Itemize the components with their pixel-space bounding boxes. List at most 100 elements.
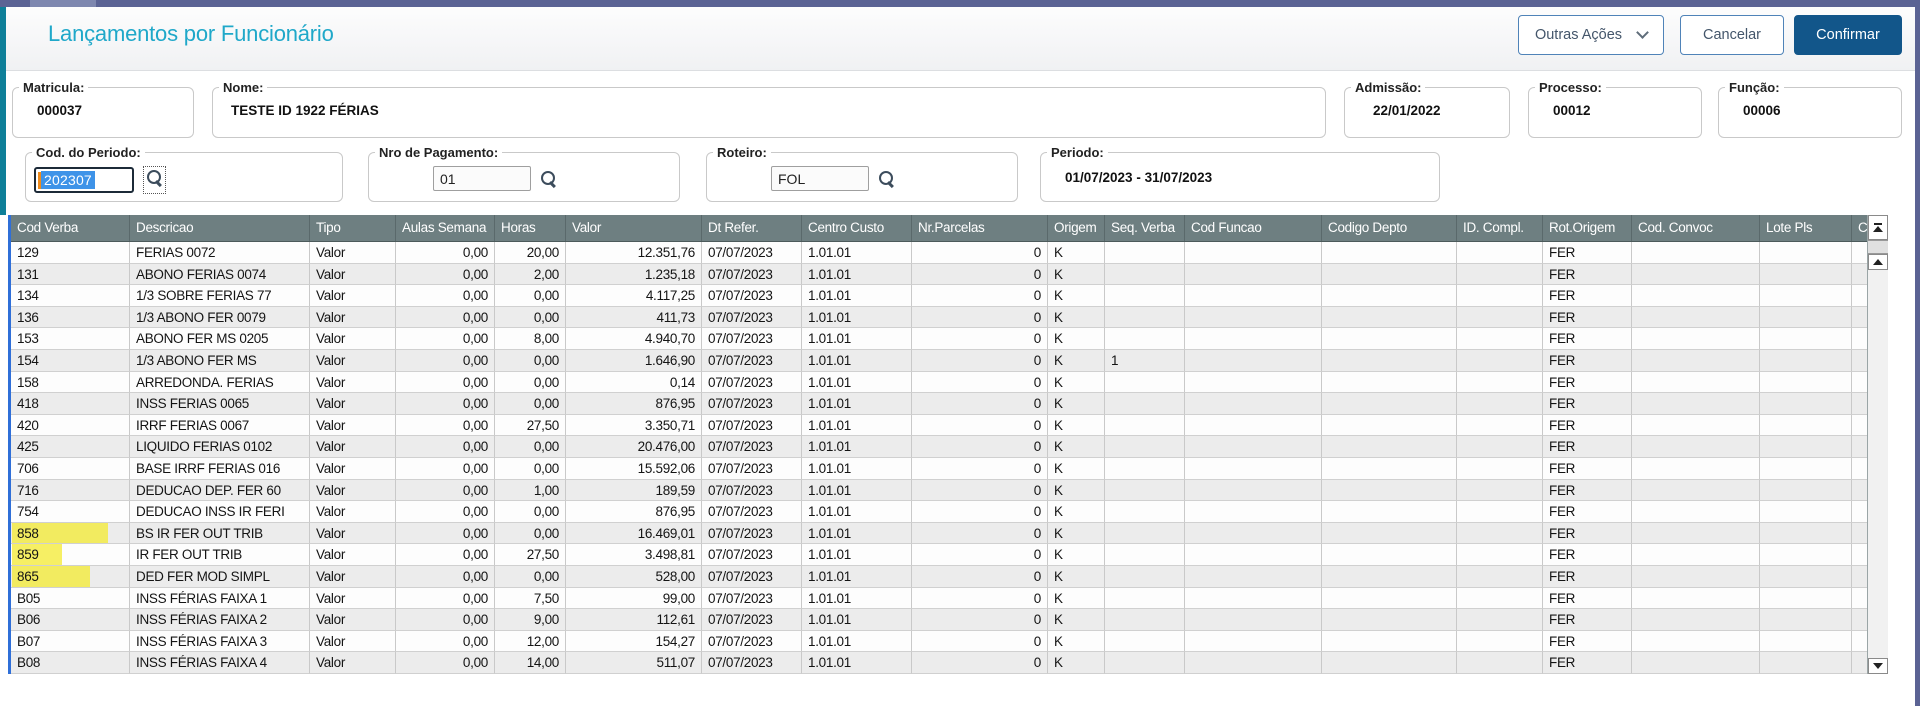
scroll-down-button[interactable] <box>1868 658 1888 674</box>
cell-seq <box>1105 479 1185 502</box>
table-row[interactable]: 154 1/3 ABONO FER MS Valor 0,00 0,00 1.646,90… <box>11 349 1888 372</box>
cell-parcelas: 0 <box>912 242 1048 264</box>
table-row[interactable]: 158 ARREDONDA. FERIAS Valor 0,00 0,00 0,14 07/… <box>11 371 1888 394</box>
table-row[interactable]: 153 ABONO FER MS 0205 Valor 0,00 8,00 4.940,7… <box>11 328 1888 350</box>
cell-depto <box>1322 457 1457 480</box>
cell-tipo: Valor <box>310 630 396 653</box>
cell-idcompl <box>1457 609 1543 631</box>
cell-depto <box>1322 393 1457 415</box>
cell-rot: FER <box>1543 242 1632 264</box>
table-row[interactable]: 716 DEDUCAO DEP. FER 60 Valor 0,00 1,00 189,5… <box>11 479 1888 502</box>
cell-aulas: 0,00 <box>396 393 495 415</box>
cell-cod: 131 <box>11 263 130 286</box>
table-row[interactable]: 134 1/3 SOBRE FERIAS 77 Valor 0,00 0,00 4.117… <box>11 285 1888 307</box>
column-header[interactable]: Aulas Semana <box>396 215 495 241</box>
table-row[interactable]: 131 ABONO FERIAS 0074 Valor 0,00 2,00 1.235,1… <box>11 263 1888 286</box>
cell-desc: IR FER OUT TRIB <box>130 544 310 566</box>
table-row[interactable]: 865 DED FER MOD SIMPL Valor 0,00 0,00 528,00 0… <box>11 565 1888 588</box>
column-header[interactable]: Lote Pls <box>1760 215 1852 241</box>
cod-periodo-input[interactable]: 202307 <box>34 167 134 193</box>
table-row[interactable]: 420 IRRF FERIAS 0067 Valor 0,00 27,50 3.350,7… <box>11 414 1888 437</box>
outras-acoes-button[interactable]: Outras Ações <box>1518 15 1664 55</box>
roteiro-input[interactable] <box>771 166 869 191</box>
table-row[interactable]: 754 DEDUCAO INSS IR FERI Valor 0,00 0,00 876,… <box>11 501 1888 523</box>
processo-field: Processo: 00012 <box>1528 80 1702 138</box>
column-header[interactable]: Centro Custo <box>802 215 912 241</box>
cell-depto <box>1322 306 1457 329</box>
search-icon[interactable] <box>878 170 895 187</box>
scroll-up-button[interactable] <box>1868 254 1888 270</box>
window-right-edge <box>1915 0 1920 706</box>
column-header[interactable]: Valor <box>566 215 702 241</box>
column-header[interactable]: Cod. Convoc <box>1632 215 1760 241</box>
table-row[interactable]: 418 INSS FERIAS 0065 Valor 0,00 0,00 876,95 07… <box>11 393 1888 415</box>
cell-funcao <box>1185 285 1322 307</box>
column-header[interactable]: Cod Verba <box>11 215 130 241</box>
cod-periodo-search-button[interactable] <box>143 166 166 194</box>
grid-header-row: Cod Verba Descricao Tipo Aulas Semana Horas V… <box>11 215 1888 242</box>
cell-horas: 9,00 <box>495 609 566 631</box>
search-icon[interactable] <box>540 170 557 187</box>
table-row[interactable]: B06 INSS FÉRIAS FAIXA 2 Valor 0,00 9,00 112,6… <box>11 609 1888 631</box>
nro-pagamento-input[interactable] <box>433 166 531 191</box>
cell-origem: K <box>1048 522 1105 545</box>
cell-parcelas: 0 <box>912 414 1048 437</box>
cell-parcelas: 0 <box>912 565 1048 588</box>
cell-lote <box>1760 393 1852 415</box>
scrollbar-track[interactable] <box>1868 270 1888 658</box>
cell-convoc <box>1632 328 1760 350</box>
table-row[interactable]: 858 BS IR FER OUT TRIB Valor 0,00 0,00 16.469… <box>11 522 1888 545</box>
cell-idcompl <box>1457 371 1543 394</box>
column-header[interactable]: Descricao <box>130 215 310 241</box>
cell-funcao <box>1185 609 1322 631</box>
column-header[interactable]: Nr.Parcelas <box>912 215 1048 241</box>
cell-dt: 07/07/2023 <box>702 652 802 674</box>
scrollbar-thumb[interactable] <box>1868 240 1888 254</box>
processo-label: Processo: <box>1539 80 1602 95</box>
cell-horas: 0,00 <box>495 306 566 329</box>
cell-cod: 136 <box>11 306 130 329</box>
column-header[interactable]: Tipo <box>310 215 396 241</box>
cell-origem: K <box>1048 285 1105 307</box>
vertical-scrollbar[interactable] <box>1867 215 1888 674</box>
table-row[interactable]: B07 INSS FÉRIAS FAIXA 3 Valor 0,00 12,00 154,… <box>11 630 1888 653</box>
cell-funcao <box>1185 263 1322 286</box>
table-row[interactable]: 425 LIQUIDO FERIAS 0102 Valor 0,00 0,00 20.47… <box>11 436 1888 458</box>
column-header[interactable]: Horas <box>495 215 566 241</box>
cell-dt: 07/07/2023 <box>702 349 802 372</box>
cell-origem: K <box>1048 609 1105 631</box>
column-header[interactable]: Dt Refer. <box>702 215 802 241</box>
column-header[interactable]: Seq. Verba <box>1105 215 1185 241</box>
cell-seq <box>1105 393 1185 415</box>
column-header[interactable]: Origem <box>1048 215 1105 241</box>
cell-horas: 0,00 <box>495 436 566 458</box>
cancelar-button[interactable]: Cancelar <box>1680 15 1784 55</box>
table-row[interactable]: B05 INSS FÉRIAS FAIXA 1 Valor 0,00 7,50 99,00… <box>11 587 1888 610</box>
confirmar-button[interactable]: Confirmar <box>1794 15 1902 55</box>
cell-seq <box>1105 630 1185 653</box>
table-row[interactable]: 136 1/3 ABONO FER 0079 Valor 0,00 0,00 411,73… <box>11 306 1888 329</box>
column-header[interactable]: Codigo Depto <box>1322 215 1457 241</box>
cell-aulas: 0,00 <box>396 263 495 286</box>
cell-desc: ABONO FER MS 0205 <box>130 328 310 350</box>
column-header[interactable]: ID. Compl. <box>1457 215 1543 241</box>
cell-parcelas: 0 <box>912 285 1048 307</box>
column-header[interactable]: Cod Funcao <box>1185 215 1322 241</box>
cell-desc: INSS FERIAS 0065 <box>130 393 310 415</box>
window-left-edge <box>0 7 6 215</box>
cell-dt: 07/07/2023 <box>702 501 802 523</box>
table-row[interactable]: 129 FERIAS 0072 Valor 0,00 20,00 12.351,76 07/… <box>11 242 1888 264</box>
cell-centro: 1.01.01 <box>802 609 912 631</box>
scroll-to-top-button[interactable] <box>1868 215 1888 240</box>
table-row[interactable]: 859 IR FER OUT TRIB Valor 0,00 27,50 3.498,81… <box>11 544 1888 566</box>
table-row[interactable]: B08 INSS FÉRIAS FAIXA 4 Valor 0,00 14,00 511,… <box>11 652 1888 674</box>
table-row[interactable]: 706 BASE IRRF FERIAS 016 Valor 0,00 0,00 15.5… <box>11 457 1888 480</box>
cell-depto <box>1322 263 1457 286</box>
cell-tipo: Valor <box>310 652 396 674</box>
cell-aulas: 0,00 <box>396 652 495 674</box>
cell-tipo: Valor <box>310 242 396 264</box>
cell-depto <box>1322 630 1457 653</box>
scroll-up-icon <box>1873 259 1883 265</box>
column-header[interactable]: Rot.Origem <box>1543 215 1632 241</box>
cell-aulas: 0,00 <box>396 242 495 264</box>
